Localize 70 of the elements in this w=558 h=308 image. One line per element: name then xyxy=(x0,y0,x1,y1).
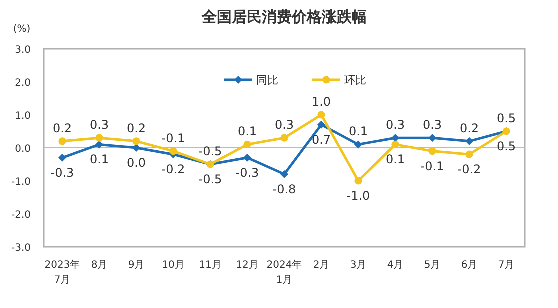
x-tick-label: 5月 xyxy=(424,260,441,271)
y-axis-title: (%) xyxy=(13,24,31,35)
data-label: -0.1 xyxy=(162,131,186,146)
point xyxy=(466,137,474,146)
y-tick-label: 3.0 xyxy=(15,45,31,56)
point xyxy=(244,140,252,148)
point xyxy=(96,134,104,142)
point xyxy=(428,134,436,142)
data-label: 0.1 xyxy=(348,124,368,139)
point xyxy=(466,150,474,158)
data-label: -0.5 xyxy=(198,144,222,158)
x-tick-label: 12月 xyxy=(236,260,259,271)
data-label: -0.1 xyxy=(420,159,444,174)
y-tick-label: -1.0 xyxy=(11,177,31,188)
point xyxy=(132,138,140,146)
data-label: 0.3 xyxy=(386,118,406,132)
data-label: -1.0 xyxy=(346,189,370,203)
point xyxy=(428,148,436,156)
point xyxy=(318,120,326,129)
point xyxy=(318,111,326,119)
data-label: 0.2 xyxy=(52,121,72,136)
point xyxy=(354,140,362,149)
x-tick-label: 6月 xyxy=(461,260,478,271)
y-tick-label: -2.0 xyxy=(11,210,31,221)
data-label: 1.0 xyxy=(312,95,332,109)
point xyxy=(244,154,252,162)
point xyxy=(280,134,288,142)
x-tick-label: 7月 xyxy=(498,260,515,271)
data-label: 0.7 xyxy=(312,132,332,147)
data-label: -0.8 xyxy=(272,182,296,196)
y-tick-label: 1.0 xyxy=(15,111,31,122)
data-label: 0.1 xyxy=(386,152,406,167)
data-label: 0.1 xyxy=(90,152,110,167)
data-label: -0.3 xyxy=(236,166,260,180)
data-label: 0.0 xyxy=(126,156,146,170)
y-tick-label: -3.0 xyxy=(11,243,31,254)
x-tick-label: 10月 xyxy=(162,260,185,271)
point xyxy=(96,140,104,149)
x-tick-label: 2月 xyxy=(313,260,330,271)
x-tick-label: 2023年 7月 xyxy=(44,259,80,286)
data-label: 0.3 xyxy=(422,118,442,132)
data-label: -0.5 xyxy=(198,172,222,186)
x-tick-label: 2024年 1月 xyxy=(266,259,302,286)
data-label: -0.3 xyxy=(50,166,74,180)
data-label: 0.1 xyxy=(238,124,258,139)
chart-title: 全国居民消费价格涨跌幅 xyxy=(201,8,367,26)
data-label: 0.3 xyxy=(90,118,110,132)
point xyxy=(58,154,66,162)
x-tick-label: 4月 xyxy=(387,260,404,271)
legend-label: 环比 xyxy=(344,74,366,87)
point xyxy=(170,148,178,156)
point xyxy=(132,144,140,152)
x-tick-label: 9月 xyxy=(128,260,145,271)
x-tick-label: 11月 xyxy=(199,260,222,271)
point xyxy=(392,140,400,148)
data-label: -0.2 xyxy=(458,162,482,177)
legend-label: 同比 xyxy=(256,74,278,87)
point xyxy=(280,170,288,178)
point xyxy=(354,177,362,185)
data-label: 0.5 xyxy=(496,112,516,126)
data-label: 0.2 xyxy=(126,121,146,136)
x-tick-label: 8月 xyxy=(91,260,108,271)
y-tick-label: 2.0 xyxy=(15,78,31,89)
data-label: 0.2 xyxy=(460,121,480,136)
point xyxy=(58,138,66,146)
data-label: -0.2 xyxy=(162,162,186,177)
x-tick-label: 3月 xyxy=(350,260,367,271)
data-label: 0.5 xyxy=(496,140,516,154)
data-label: 0.3 xyxy=(274,118,294,132)
y-tick-label: 0.0 xyxy=(15,144,31,155)
